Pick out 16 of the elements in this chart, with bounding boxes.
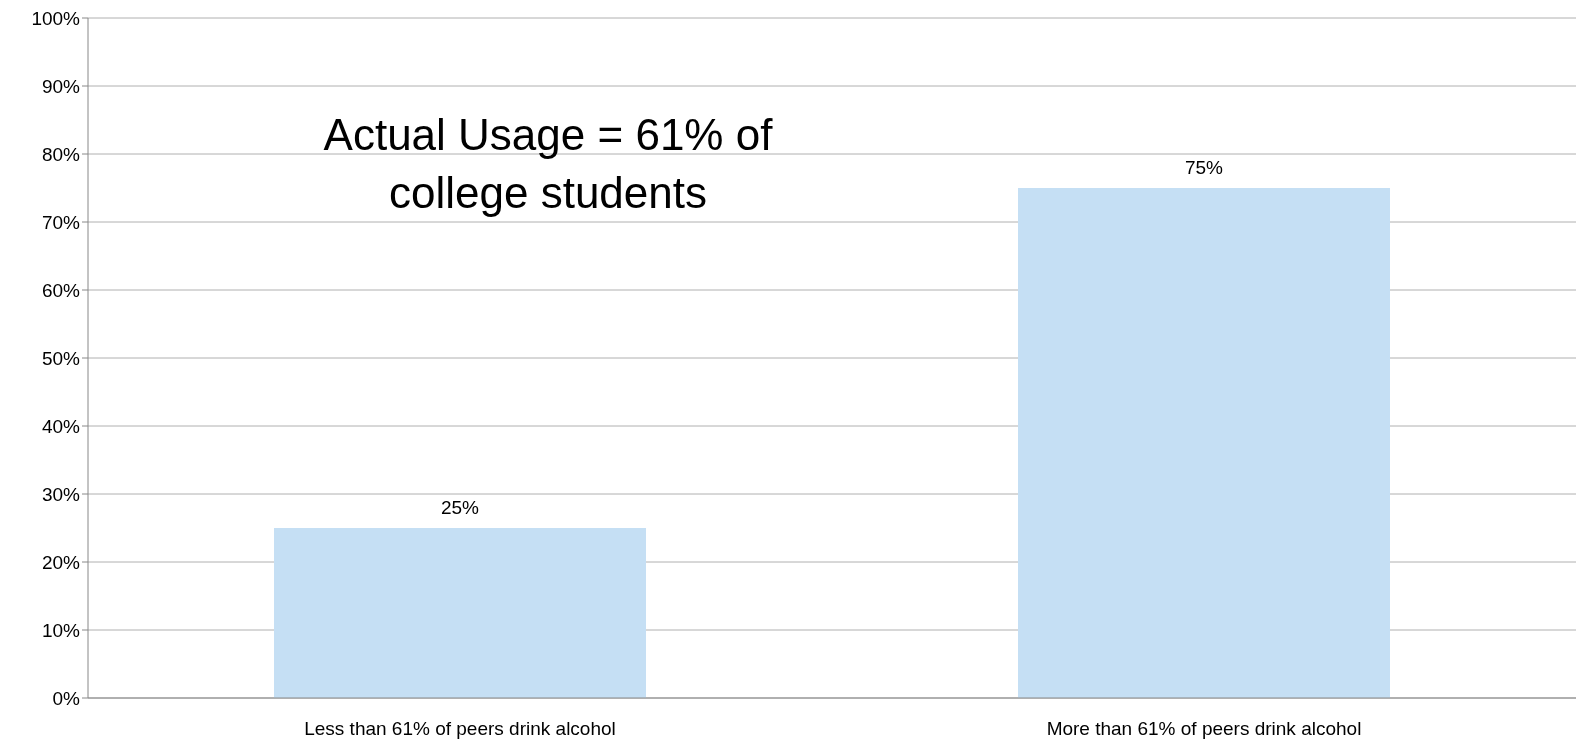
y-tick-label: 90%: [41, 75, 81, 97]
y-tick-label: 10%: [41, 619, 81, 641]
x-tick-label: Less than 61% of peers drink alcohol: [304, 718, 616, 740]
y-tick-label: 60%: [41, 279, 81, 301]
y-tick-label: 30%: [41, 483, 81, 505]
data-label: 75%: [1184, 157, 1224, 178]
y-tick-label: 70%: [41, 211, 81, 233]
data-label: 25%: [440, 497, 480, 518]
x-tick-label: More than 61% of peers drink alcohol: [1046, 718, 1362, 740]
annotation: Actual Usage = 61% of college students: [322, 109, 774, 219]
y-tick-label: 50%: [41, 347, 81, 369]
y-tick-label: 20%: [41, 551, 81, 573]
y-tick-label: 0%: [52, 687, 81, 709]
y-tick-label: 80%: [41, 143, 81, 165]
y-tick-label: 40%: [41, 415, 81, 437]
y-tick-label: 100%: [31, 7, 81, 29]
